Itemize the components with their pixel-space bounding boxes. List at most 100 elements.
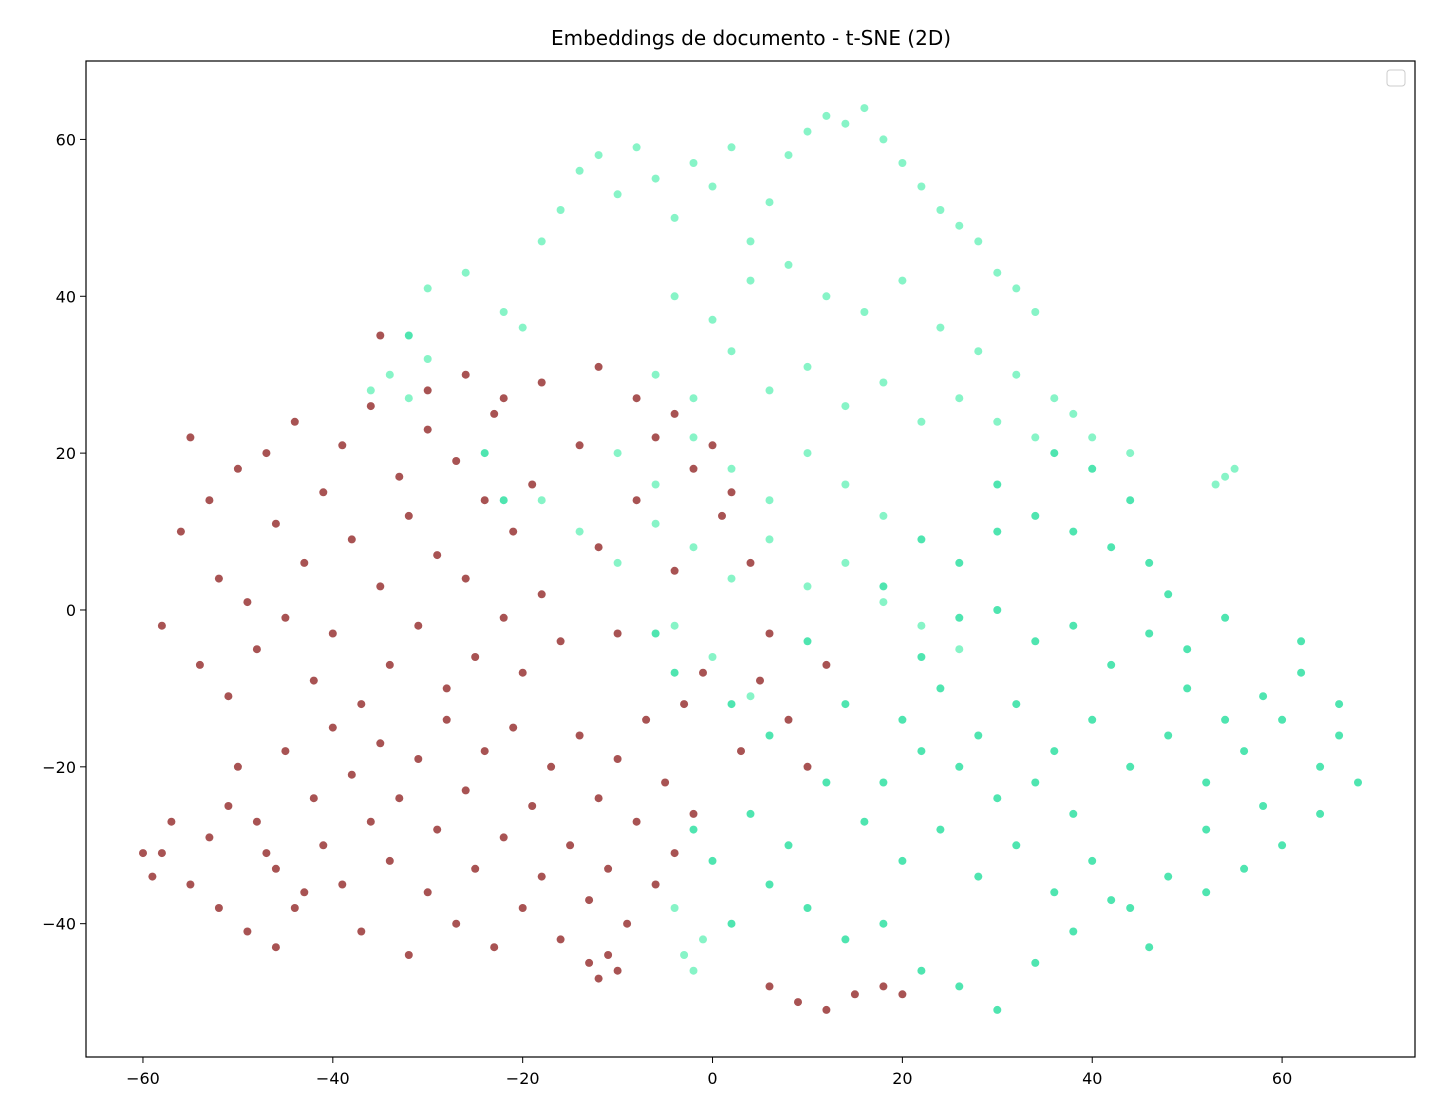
scatter-point-s0-92 [661,778,670,787]
scatter-point-s0-91 [651,880,660,889]
scatter-point-s1-35 [822,292,831,301]
scatter-point-s1-77 [1088,433,1097,442]
scatter-point-s1-29 [1012,284,1021,293]
scatter-point-s0-96 [157,849,166,858]
scatter-point-s0-14 [300,558,309,567]
scatter-point-s1-80 [1211,480,1220,489]
scatter-point-s1-30 [1031,308,1040,316]
scatter-point-s1-59 [841,480,850,489]
scatter-point-s2-38 [765,880,774,889]
scatter-point-s1-17 [784,151,793,160]
scatter-point-s1-89 [670,904,679,912]
scatter-point-s0-48 [699,668,707,677]
scatter-point-s2-63 [955,558,964,567]
scatter-point-s2-42 [879,919,888,928]
scatter-point-s2-53 [993,480,1002,489]
scatter-point-s1-49 [917,417,926,426]
scatter-point-s2-25 [1259,802,1268,810]
scatter-point-s2-37 [784,841,793,850]
scatter-point-s0-44 [632,496,641,505]
scatter-point-s0-108 [585,958,594,967]
scatter-point-s2-6 [1107,660,1116,669]
scatter-point-s0-24 [395,472,404,481]
scatter-point-s2-45 [993,1005,1002,1014]
scatter-point-s0-50 [233,762,242,771]
scatter-point-s1-52 [1031,433,1040,442]
scatter-point-s2-86 [499,496,508,505]
x-tick-label: 40 [1082,1069,1102,1088]
scatter-point-s2-12 [974,731,983,740]
scatter-point-s2-55 [1069,527,1078,536]
scatter-point-s1-45 [765,386,774,395]
scatter-point-s2-57 [1145,558,1154,567]
scatter-point-s2-32 [1050,888,1059,897]
scatter-point-s1-34 [784,260,793,269]
scatter-point-s2-61 [1050,449,1059,458]
scatter-point-s0-63 [385,856,394,865]
scatter-point-s2-48 [1107,896,1116,905]
scatter-point-s2-49 [1145,943,1154,952]
scatter-point-s1-20 [841,119,850,128]
scatter-point-s2-33 [1088,856,1097,865]
scatter-point-s2-17 [1164,731,1173,740]
scatter-point-s2-34 [1126,904,1135,912]
x-tick-label: 0 [707,1069,717,1088]
scatter-point-s1-7 [594,151,603,160]
scatter-point-s0-51 [252,817,261,826]
scatter-point-s1-2 [499,308,508,316]
scatter-point-s2-84 [727,700,736,709]
scatter-point-s0-87 [613,755,622,763]
scatter-point-s2-3 [993,606,1002,614]
scatter-point-s0-39 [537,590,546,599]
scatter-point-s0-36 [509,527,518,536]
scatter-point-s0-31 [461,574,470,583]
scatter-point-s1-88 [699,935,707,944]
scatter-point-s0-124 [632,394,641,403]
legend-box [1386,69,1406,87]
scatter-point-s1-72 [955,645,964,654]
scatter-point-s0-103 [262,849,271,858]
scatter-point-s0-0 [157,621,166,630]
scatter-point-s1-42 [651,370,660,379]
x-tick-label: 20 [892,1069,912,1088]
scatter-point-s2-87 [480,449,489,458]
scatter-point-s0-25 [404,511,413,520]
scatter-point-s0-82 [566,841,575,850]
scatter-point-s1-76 [366,386,375,395]
scatter-point-s2-0 [879,582,888,591]
scatter-point-s0-40 [556,637,565,646]
scatter-point-s2-35 [1164,872,1173,881]
scatter-point-s2-29 [936,825,945,834]
scatter-point-s0-98 [186,880,195,889]
scatter-point-s0-78 [528,802,537,810]
scatter-point-s0-53 [281,747,290,756]
scatter-point-s0-126 [708,441,717,450]
scatter-point-s0-34 [490,409,499,418]
scatter-point-s0-129 [765,629,774,638]
scatter-point-s0-88 [623,919,632,928]
scatter-point-s0-21 [366,402,375,411]
scatter-point-s0-134 [737,747,745,756]
scatter-point-s1-43 [689,394,698,403]
scatter-point-s0-55 [309,794,318,803]
scatter-point-s0-90 [642,715,651,724]
scatter-point-s0-4 [205,496,214,505]
scatter-point-s0-113 [850,990,859,999]
scatter-point-s0-74 [490,943,499,952]
scatter-point-s1-71 [917,621,926,630]
scatter-point-s0-118 [376,331,385,340]
scatter-point-s0-42 [594,543,603,552]
scatter-point-s0-27 [423,425,432,434]
scatter-point-s2-2 [955,613,964,622]
scatter-point-s1-62 [575,527,584,536]
scatter-point-s2-19 [1240,747,1249,756]
scatter-point-s0-116 [139,849,147,858]
scatter-point-s0-102 [243,927,252,936]
scatter-point-s0-75 [499,833,508,842]
scatter-point-s1-6 [575,166,584,175]
scatter-point-s0-49 [718,511,726,520]
scatter-point-s1-67 [765,535,774,544]
x-tick-label: −60 [126,1069,160,1088]
scatter-point-s1-61 [537,496,546,505]
